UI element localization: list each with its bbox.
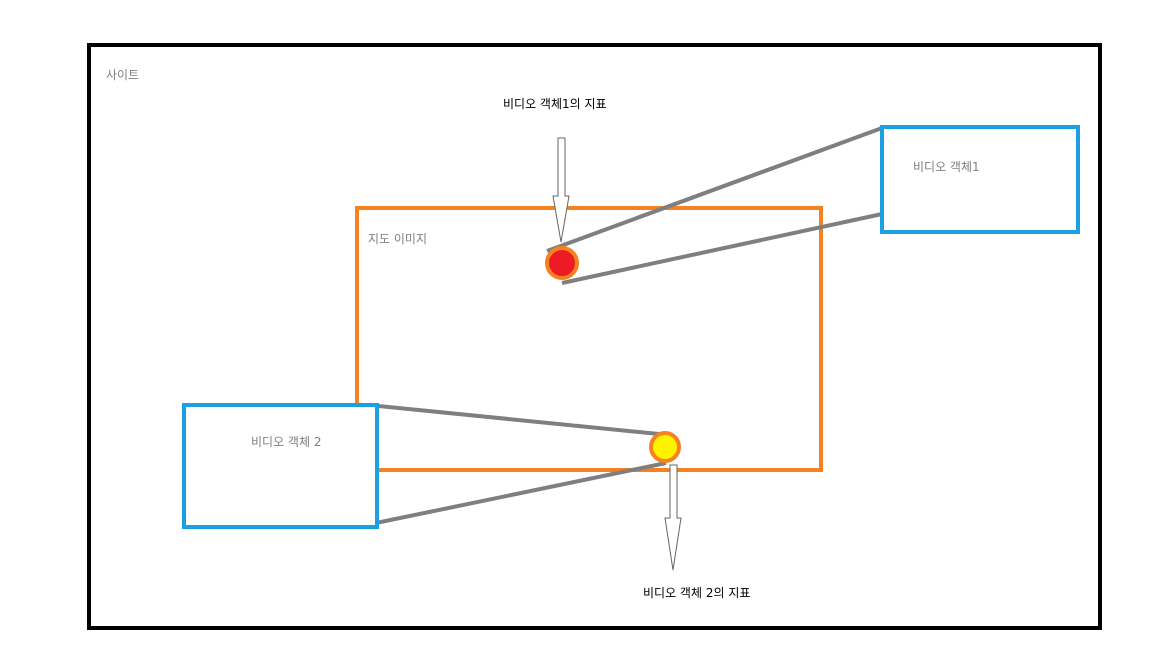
arrow-down-icon (664, 464, 682, 571)
video-object-2-label: 비디오 객체 2 (251, 435, 322, 449)
video-object-1-box (880, 125, 1080, 234)
map-image-label: 지도 이미지 (368, 232, 428, 246)
site-label: 사이트 (106, 68, 140, 82)
connector-line-video1-top (546, 126, 883, 253)
connector-line-video2-top (377, 404, 660, 436)
video-object-2-marker (649, 431, 681, 463)
video-object-1-marker-label: 비디오 객체1의 지표 (503, 97, 607, 111)
video-object-1-marker (545, 246, 579, 280)
arrow-down-icon (552, 137, 570, 243)
site-frame (87, 43, 1102, 630)
connector-line-video1-bottom (561, 212, 883, 285)
video-object-2-marker-label: 비디오 객체 2의 지표 (643, 586, 751, 600)
map-frame (355, 206, 823, 472)
video-object-1-label: 비디오 객체1 (913, 160, 980, 174)
video-object-2-box (182, 403, 379, 529)
connector-line-video2-bottom (375, 461, 667, 525)
